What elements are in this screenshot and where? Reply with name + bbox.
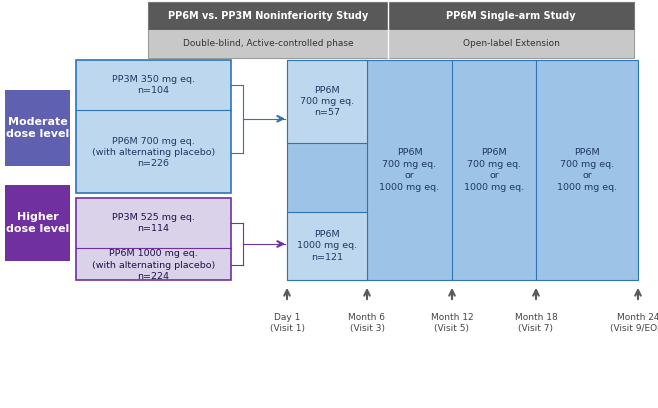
Text: Month 18
(Visit 7): Month 18 (Visit 7) [515, 313, 557, 333]
FancyBboxPatch shape [287, 212, 367, 280]
FancyBboxPatch shape [76, 198, 231, 280]
Text: Day 1
(Visit 1): Day 1 (Visit 1) [270, 313, 305, 333]
Text: PP6M
700 mg eq.
or
1000 mg eq.: PP6M 700 mg eq. or 1000 mg eq. [464, 148, 524, 192]
Text: Double-blind, Active-controlled phase: Double-blind, Active-controlled phase [183, 40, 353, 49]
Text: PP6M
700 mg eq.
n=57: PP6M 700 mg eq. n=57 [300, 86, 354, 117]
FancyBboxPatch shape [287, 60, 367, 143]
FancyBboxPatch shape [5, 185, 70, 261]
Text: Month 24
(Visit 9/EOS): Month 24 (Visit 9/EOS) [610, 313, 658, 333]
Text: PP3M 350 mg eq.
n=104: PP3M 350 mg eq. n=104 [112, 75, 195, 95]
Text: PP6M Single-arm Study: PP6M Single-arm Study [446, 11, 576, 21]
Text: Moderate
dose level: Moderate dose level [6, 117, 69, 139]
Text: PP6M
700 mg eq.
or
1000 mg eq.: PP6M 700 mg eq. or 1000 mg eq. [557, 148, 617, 192]
FancyBboxPatch shape [287, 60, 638, 280]
Text: PP3M 525 mg eq.
n=114: PP3M 525 mg eq. n=114 [112, 213, 195, 233]
Text: PP6M vs. PP3M Noninferiority Study: PP6M vs. PP3M Noninferiority Study [168, 11, 368, 21]
Text: Higher
dose level: Higher dose level [6, 212, 69, 234]
Text: Month 6
(Visit 3): Month 6 (Visit 3) [349, 313, 386, 333]
Text: PP6M 1000 mg eq.
(with alternating placebo)
n=224: PP6M 1000 mg eq. (with alternating place… [92, 249, 215, 281]
Text: PP6M
1000 mg eq.
n=121: PP6M 1000 mg eq. n=121 [297, 231, 357, 262]
Text: Month 12
(Visit 5): Month 12 (Visit 5) [431, 313, 473, 333]
FancyBboxPatch shape [76, 60, 231, 193]
FancyBboxPatch shape [388, 2, 634, 30]
FancyBboxPatch shape [148, 2, 388, 30]
FancyBboxPatch shape [5, 90, 70, 166]
Text: PP6M 700 mg eq.
(with alternating placebo)
n=226: PP6M 700 mg eq. (with alternating placeb… [92, 137, 215, 168]
FancyBboxPatch shape [148, 30, 388, 58]
FancyBboxPatch shape [388, 30, 634, 58]
Text: PP6M
700 mg eq.
or
1000 mg eq.: PP6M 700 mg eq. or 1000 mg eq. [380, 148, 440, 192]
Text: Open-label Extension: Open-label Extension [463, 40, 559, 49]
